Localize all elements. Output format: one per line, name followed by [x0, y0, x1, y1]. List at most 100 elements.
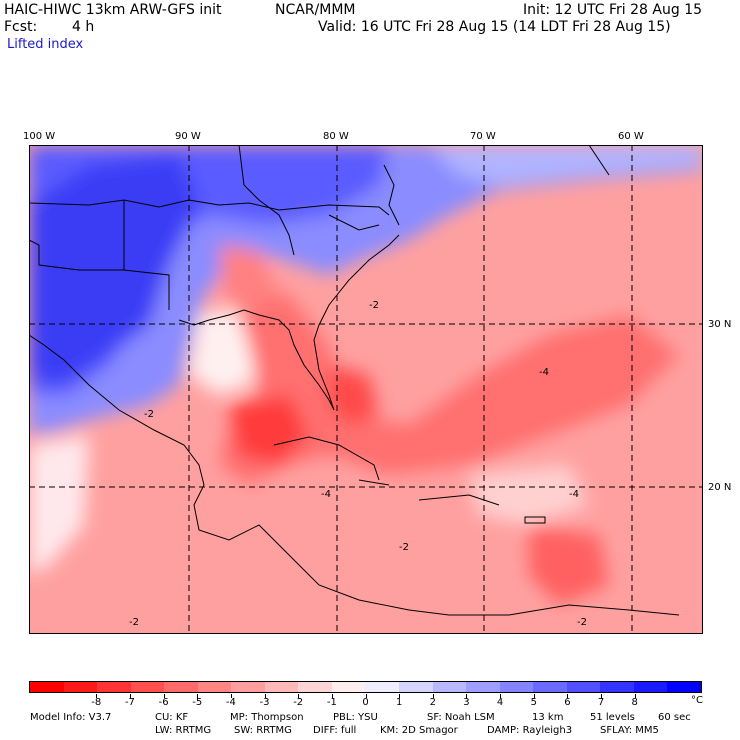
gulf-coast — [178, 234, 400, 411]
colorbar-tick-label: -4 — [225, 697, 236, 708]
model-info-pbl: PBL: YSU — [333, 712, 378, 723]
colorbar-swatch — [667, 682, 701, 692]
coastlines — [29, 145, 680, 616]
colorbar-tick-label: -8 — [91, 697, 102, 708]
colorbar-swatch — [566, 682, 601, 692]
colorbar-tick — [601, 694, 603, 698]
colorbar-swatch — [30, 682, 64, 692]
colorbar-tick-label: -1 — [326, 697, 337, 708]
colorbar-tick-label: 5 — [530, 697, 537, 708]
colorbar-swatch — [600, 682, 634, 692]
colorbar-unit: °C — [691, 695, 703, 706]
nova-scotia-coast — [588, 145, 610, 176]
model-title: HAIC-HIWC 13km ARW-GFS init — [4, 2, 222, 18]
forecast-label: Fcst: — [4, 19, 38, 35]
colorbar-tick-label: 8 — [631, 697, 638, 708]
neutral-caribbean — [469, 465, 589, 525]
colorbar-swatch — [633, 682, 668, 692]
colorbar-swatch — [97, 682, 131, 692]
appalachian-border — [238, 145, 295, 256]
colorbar-tick — [399, 694, 401, 698]
colorbar-swatch — [432, 682, 467, 692]
lat-label-30n: 30 N — [708, 319, 732, 330]
hispaniola-coast — [418, 494, 500, 506]
colorbar-swatch — [499, 682, 534, 692]
unstable-band — [219, 285, 679, 485]
model-info-resolution: 13 km — [532, 712, 564, 723]
contour-label: -4 — [321, 489, 331, 500]
colorbar-swatch — [264, 682, 299, 692]
jamaica-coast — [358, 479, 390, 486]
colorbar-tick — [264, 694, 266, 698]
colorbar-tick — [230, 694, 232, 698]
model-info-timestep: 60 sec — [658, 712, 691, 723]
unstable-core-florida — [329, 365, 379, 425]
colorbar-swatch — [331, 682, 366, 692]
colorbar-swatch — [63, 682, 98, 692]
colorbar-tick-label: 1 — [395, 697, 403, 708]
contour-label: -2 — [129, 617, 139, 628]
forecast-hour: 4 h — [72, 19, 95, 35]
colorbar-tick-label: -6 — [158, 697, 169, 708]
state-border-1 — [29, 199, 390, 216]
grid-lines — [29, 145, 703, 634]
mexico-central-america-coast — [29, 334, 680, 616]
colorbar-tick — [96, 694, 98, 698]
carolina-border — [328, 214, 380, 231]
contour-label: -4 — [569, 489, 579, 500]
colorbar-tick — [365, 694, 367, 698]
colorbar-tick — [567, 694, 569, 698]
colorbar-swatch — [399, 682, 433, 692]
colorbar-swatch — [130, 682, 165, 692]
state-border-3 — [29, 239, 124, 271]
init-time: Init: 12 UTC Fri 28 Aug 15 — [523, 2, 703, 18]
colorbar-tick-label: 3 — [463, 697, 470, 708]
contour-label: -2 — [577, 617, 587, 628]
colorbar-tick-label: -3 — [259, 697, 270, 708]
colorbar-tick-label: -2 — [293, 697, 304, 708]
model-info-cu: CU: KF — [155, 712, 189, 723]
state-border-2 — [123, 200, 170, 310]
colorbar-tick — [129, 694, 131, 698]
colorbar-tick — [163, 694, 165, 698]
unstable-north-gulf — [219, 245, 279, 315]
colorbar-tick-label: 7 — [597, 697, 605, 708]
lon-label-70w: 70 W — [470, 131, 496, 142]
lon-label-90w: 90 W — [175, 131, 201, 142]
unstable-core-gulf — [229, 395, 309, 465]
neutral-west — [29, 435, 89, 575]
field-name: Lifted index — [7, 37, 84, 52]
contour-label: -2 — [369, 300, 379, 311]
colorbar-tick-label: 0 — [362, 697, 369, 708]
model-info-lw: LW: RRTMG — [155, 725, 212, 736]
model-info-mp: MP: Thompson — [230, 712, 304, 723]
valid-time: Valid: 16 UTC Fri 28 Aug 15 (14 LDT Fri … — [318, 19, 671, 35]
org-label: NCAR/MMM — [275, 2, 356, 18]
unstable-core-east-caribbean — [529, 525, 609, 605]
model-info-sflay: SFLAY: MM5 — [600, 725, 659, 736]
colorbar-tick — [331, 694, 333, 698]
colorbar-swatch — [197, 682, 232, 692]
cuba-coast — [273, 436, 380, 481]
lat-label-20n: 20 N — [708, 482, 732, 493]
colorbar-tick — [533, 694, 535, 698]
colorbar-tick — [432, 694, 434, 698]
model-info-version: Model Info: V3.7 — [30, 712, 112, 723]
colorbar-swatch — [231, 682, 265, 692]
colorbar-tick-label: -7 — [124, 697, 135, 708]
model-info-km: KM: 2D Smagor — [380, 725, 458, 736]
colorbar-tick-label: 4 — [496, 697, 504, 708]
colorbar-tick — [466, 694, 468, 698]
contour-label: -2 — [144, 409, 154, 420]
colorbar-swatch — [466, 682, 500, 692]
lon-label-80w: 80 W — [323, 131, 349, 142]
colorbar-tick — [500, 694, 502, 698]
colorbar-tick — [298, 694, 300, 698]
model-info-sw: SW: RRTMG — [234, 725, 292, 736]
colorbar-tick-label: 6 — [564, 697, 571, 708]
colorbar-swatch — [298, 682, 332, 692]
model-info-levels: 51 levels — [590, 712, 635, 723]
colorbar-tick — [197, 694, 199, 698]
lifted-index-map: -2 -2 -4 -4 -2 -4 -2 -2 — [29, 145, 703, 634]
